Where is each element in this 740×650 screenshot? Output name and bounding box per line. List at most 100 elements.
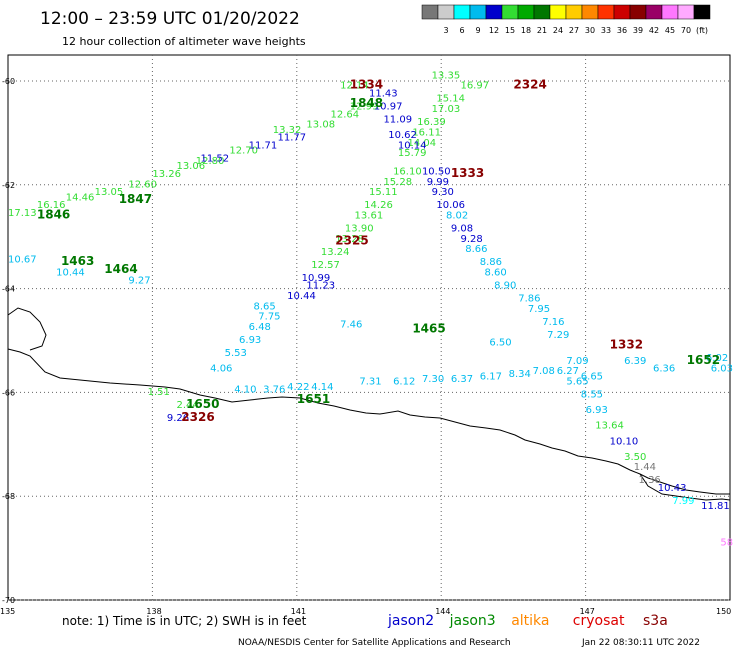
swh-value: 6.39 xyxy=(624,356,646,367)
swh-value: 12.57 xyxy=(311,260,340,271)
lat-tick-label: -68 xyxy=(2,492,15,501)
colorbar-swatch xyxy=(501,4,519,20)
swh-value: 11.23 xyxy=(306,281,335,292)
swh-value: 7.95 xyxy=(528,304,550,315)
colorbar-swatch xyxy=(629,4,647,20)
swh-value: 16.97 xyxy=(460,81,489,92)
credit-line: NOAA/NESDIS Center for Satellite Applica… xyxy=(238,638,511,648)
units-note: note: 1) Time is in UTC; 2) SWH is in fe… xyxy=(62,614,307,628)
satellite-jason3: jason3 xyxy=(449,613,496,629)
lon-tick-label: 135 xyxy=(0,607,15,616)
swh-value: 4.14 xyxy=(311,382,333,393)
colorbar-swatch xyxy=(533,4,551,20)
swh-value: 9.28 xyxy=(460,234,482,245)
swh-value: 1.51 xyxy=(148,387,170,398)
lon-tick-label: 144 xyxy=(435,607,450,616)
swh-value: 13.61 xyxy=(355,211,384,222)
swh-value: 12.64 xyxy=(330,109,359,120)
swh-value: 6.36 xyxy=(653,364,675,375)
colorbar-swatch xyxy=(597,4,615,20)
colorbar-unit: (ft) xyxy=(696,26,708,35)
swh-value: 7.31 xyxy=(359,377,381,388)
lat-lon-grid xyxy=(8,55,730,601)
colorbar-swatch xyxy=(421,4,439,20)
colorbar-label: 12 xyxy=(489,26,499,35)
swh-value: 7.99 xyxy=(672,496,694,507)
colorbar-swatch xyxy=(485,4,503,20)
swh-value: 10.43 xyxy=(658,483,687,494)
swh-value: 7.75 xyxy=(258,312,280,323)
pass-number: 1465 xyxy=(412,322,445,336)
swh-value: 9.99 xyxy=(427,177,449,188)
colorbar-label: 33 xyxy=(601,26,611,35)
satellite-altika: altika xyxy=(511,613,549,629)
swh-value: 12.99 xyxy=(350,102,379,113)
axis-ticks: 135 138 141 144 147 150 -60 -62 -64 -66 -68 -70 xyxy=(0,77,731,616)
swh-value: 5.53 xyxy=(225,348,247,359)
track-track-edge: 7.99 xyxy=(672,496,694,507)
colorbar-label: 42 xyxy=(649,26,659,35)
swh-value: 13.26 xyxy=(152,169,181,180)
colorbar-swatch xyxy=(437,4,455,20)
colorbar-swatch xyxy=(549,4,567,20)
swh-value: 13.28 xyxy=(335,234,364,245)
swh-value: 14.46 xyxy=(66,192,95,203)
swh-value: 17.03 xyxy=(432,104,461,115)
swh-value: 10.62 xyxy=(388,130,417,141)
colorbar-label: 27 xyxy=(569,26,579,35)
issue-time: Jan 22 08:30:11 UTC 2022 xyxy=(581,638,700,648)
pass-number: 1650 xyxy=(186,397,219,411)
swh-value: 8.65 xyxy=(253,301,275,312)
swh-value: 16.39 xyxy=(417,117,446,128)
swh-value: 13.64 xyxy=(595,421,624,432)
swh-value: 11.77 xyxy=(278,133,307,144)
swh-value: 10.99 xyxy=(302,273,331,284)
swh-value: 13.90 xyxy=(345,223,374,234)
pass-number: 1848 xyxy=(350,96,383,110)
swh-value: 13.05 xyxy=(95,187,124,198)
swh-value: 8.02 xyxy=(446,211,468,222)
swh-value: 10.67 xyxy=(8,255,37,266)
swh-value: 11.52 xyxy=(201,153,230,164)
swh-value: 16.11 xyxy=(412,127,441,138)
swh-value: 6.12 xyxy=(393,377,415,388)
track-track-2326-blue: 9.26 10.10 10.43 11.81 xyxy=(167,413,730,512)
colorbar-label: 6 xyxy=(459,26,464,35)
swh-value: 15.79 xyxy=(398,148,427,159)
swh-value: 10.10 xyxy=(610,436,639,447)
antarctic-coastline xyxy=(7,348,730,495)
swh-value: 13.35 xyxy=(432,70,461,81)
swh-value: 16.10 xyxy=(393,166,422,177)
colorbar-swatch xyxy=(517,4,535,20)
swh-value: 15.14 xyxy=(436,94,465,105)
swh-value: 6.93 xyxy=(239,335,261,346)
pass-number: 1652 xyxy=(687,353,720,367)
swh-value: 13.06 xyxy=(176,161,205,172)
swh-value: 7.30 xyxy=(422,374,444,385)
swh-value: 10.97 xyxy=(374,102,403,113)
swh-value: 58 xyxy=(720,538,733,549)
swh-value: 7.09 xyxy=(566,356,588,367)
swh-value: 15.28 xyxy=(383,177,412,188)
swh-value: 10.14 xyxy=(398,140,427,151)
track-track-2326: 1.51 2.44 13.64 3.50 xyxy=(148,387,647,463)
swh-value: 7.29 xyxy=(547,330,569,341)
pass-number: 2326 xyxy=(181,410,214,424)
colorbar-label: 39 xyxy=(633,26,643,35)
swh-value: 4.10 xyxy=(234,384,256,395)
pass-number: 2324 xyxy=(513,78,546,92)
swh-value: 8.34 xyxy=(509,369,531,380)
swh-value: 8.55 xyxy=(581,390,603,401)
swh-value: 6.93 xyxy=(586,405,608,416)
swh-value: 14.26 xyxy=(364,200,393,211)
lon-tick-label: 141 xyxy=(291,607,306,616)
swh-value: 13.08 xyxy=(306,120,335,131)
swh-value: 17.13 xyxy=(8,208,37,219)
